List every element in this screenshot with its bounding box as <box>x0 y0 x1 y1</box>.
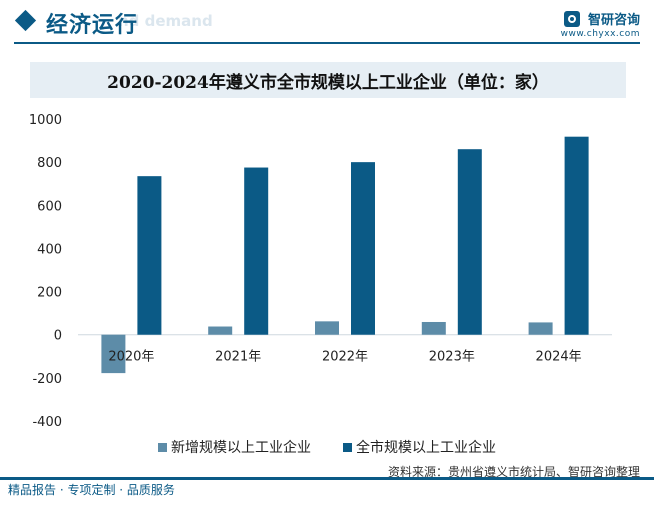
legend-item-new: 新增规模以上工业企业 <box>158 437 311 457</box>
y-tick-label: 1000 <box>29 113 62 128</box>
legend-swatch-new <box>158 442 167 452</box>
bar-new-enterprises <box>208 326 233 335</box>
y-tick-label: 200 <box>37 286 62 301</box>
footer-bar <box>0 480 654 506</box>
y-tick-label: 400 <box>37 242 62 257</box>
bar-new-enterprises <box>101 334 126 374</box>
x-tick-label: 2024年 <box>536 350 582 365</box>
x-tick-label: 2020年 <box>108 350 154 365</box>
bar-total-enterprises <box>457 149 482 335</box>
legend-swatch-total <box>343 442 352 452</box>
bar-total-enterprises <box>244 167 269 335</box>
bar-total-enterprises <box>564 136 589 335</box>
x-tick-label: 2021年 <box>215 350 261 365</box>
header-bg-text: nd demand <box>118 12 213 30</box>
legend-label-new: 新增规模以上工业企业 <box>171 440 311 456</box>
chart-title: 2020-2024年遵义市全市规模以上工业企业（单位：家） <box>107 72 549 93</box>
footer-tagline: 精品报告 · 专项定制 · 品质服务 <box>8 483 175 497</box>
source-note: 资料来源：贵州省遵义市统计局、智研咨询整理 <box>387 465 640 479</box>
legend: 新增规模以上工业企业 全市规模以上工业企业 <box>0 437 654 457</box>
footer-divider <box>0 477 654 480</box>
legend-label-total: 全市规模以上工业企业 <box>356 440 496 456</box>
bar-total-enterprises <box>351 162 375 335</box>
legend-item-total: 全市规模以上工业企业 <box>343 437 496 457</box>
x-tick-label: 2023年 <box>429 350 475 365</box>
brand: 智研咨询 www.chyxx.com <box>561 8 640 39</box>
y-tick-label: 600 <box>37 199 62 214</box>
header-divider <box>14 42 640 44</box>
y-tick-label: -400 <box>32 415 62 430</box>
x-tick-label: 2022年 <box>322 350 368 365</box>
brand-url: www.chyxx.com <box>560 29 640 39</box>
bar-new-enterprises <box>421 321 446 335</box>
y-tick-label: 800 <box>37 156 62 171</box>
bar-total-enterprises <box>137 176 162 335</box>
section-title: 经济运行 <box>46 13 139 38</box>
brand-name: 智研咨询 <box>587 13 640 28</box>
header: nd demand 经济运行 智研咨询 www.chyxx.com <box>0 0 654 44</box>
bar-new-enterprises <box>528 322 553 335</box>
chart-title-box: 2020-2024年遵义市全市规模以上工业企业（单位：家） <box>30 62 626 98</box>
y-tick-label: -200 <box>32 372 62 387</box>
y-tick-label: 0 <box>54 329 62 344</box>
bar-new-enterprises <box>315 321 339 335</box>
brand-logo-icon <box>563 10 580 27</box>
